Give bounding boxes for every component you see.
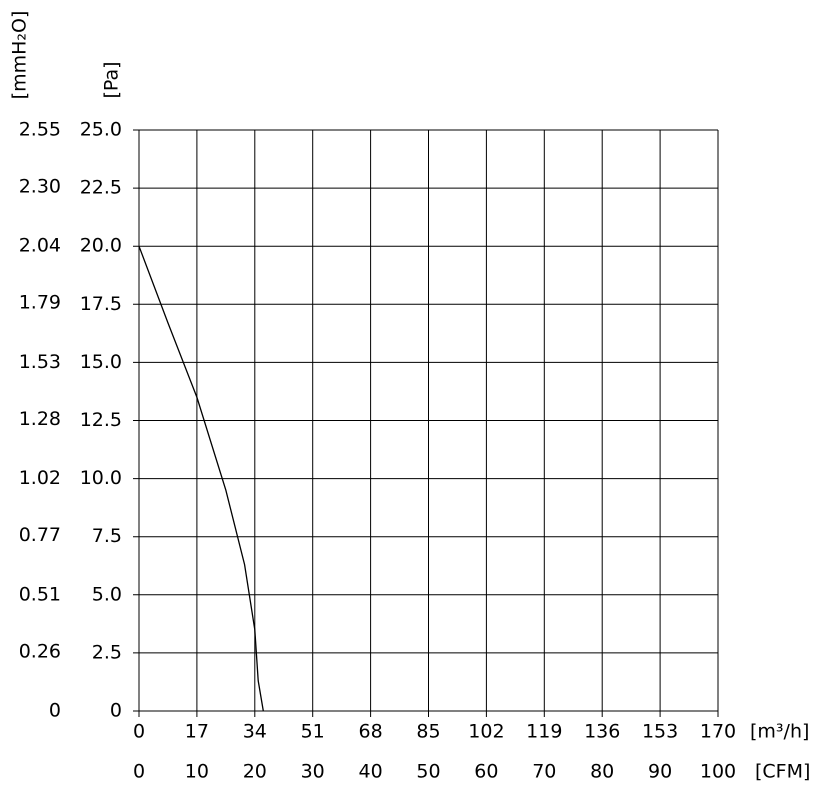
y-tick-label: 25.0 (80, 119, 122, 141)
y-tick-label: 2.5 (92, 641, 122, 663)
y-tick-label: 12.5 (80, 409, 122, 431)
x-tick-label: 51 (301, 721, 325, 743)
y-tick-label: 10.0 (80, 467, 122, 489)
x-tick-label: 170 (700, 721, 736, 743)
x-tick-label: 17 (185, 721, 209, 743)
x2-tick-label: 70 (532, 761, 556, 783)
y2-tick-label: 1.53 (19, 351, 61, 373)
x-tick-label: 85 (416, 721, 440, 743)
y2-tick-label: 0.26 (19, 640, 61, 662)
x-tick-label: 0 (133, 721, 145, 743)
x-tick-label: 136 (584, 721, 620, 743)
x-tick-label: 119 (526, 721, 562, 743)
x-tick-label: 102 (468, 721, 504, 743)
x2-tick-label: 40 (359, 761, 383, 783)
y-tick-label: 20.0 (80, 235, 122, 257)
x2-tick-label: 0 (133, 761, 145, 783)
x2-tick-label: 80 (590, 761, 614, 783)
y2-tick-label: 1.79 (19, 292, 61, 314)
x2-tick-label: 50 (416, 761, 440, 783)
x-tick-label: 68 (359, 721, 383, 743)
x2-tick-label: 30 (301, 761, 325, 783)
x2-tick-label: 90 (648, 761, 672, 783)
y-tick-label: 5.0 (92, 583, 122, 605)
x-tick-label: 153 (642, 721, 678, 743)
x-tick-label: 34 (243, 721, 267, 743)
curve (138, 245, 264, 712)
y2-tick-label: 0.77 (19, 524, 61, 546)
y2-tick-label: 2.30 (19, 175, 61, 197)
x2-tick-label: 20 (243, 761, 267, 783)
y2-tick-label: 2.55 (19, 119, 61, 141)
y-tick-label: 17.5 (80, 293, 122, 315)
y-axis-label: [Pa] (101, 61, 123, 98)
y2-tick-label: 1.28 (19, 408, 61, 430)
x2-tick-label: 100 (700, 761, 736, 783)
y2-tick-label: 1.02 (19, 467, 61, 489)
y2-tick-label: 0.51 (19, 583, 61, 605)
y-tick-label: 0 (110, 700, 122, 722)
x2-axis-label: [CFM] (755, 761, 810, 783)
x-axis-label: [m³/h] (750, 721, 809, 743)
y2-tick-label: 2.04 (19, 235, 61, 257)
y-tick-label: 15.0 (80, 351, 122, 373)
y2-axis-label: [mmH₂O] (9, 11, 31, 100)
x2-tick-label: 60 (474, 761, 498, 783)
x2-tick-label: 10 (185, 761, 209, 783)
y-tick-label: 22.5 (80, 177, 122, 199)
y-tick-label: 7.5 (92, 525, 122, 547)
y2-tick-label: 0 (49, 700, 61, 722)
